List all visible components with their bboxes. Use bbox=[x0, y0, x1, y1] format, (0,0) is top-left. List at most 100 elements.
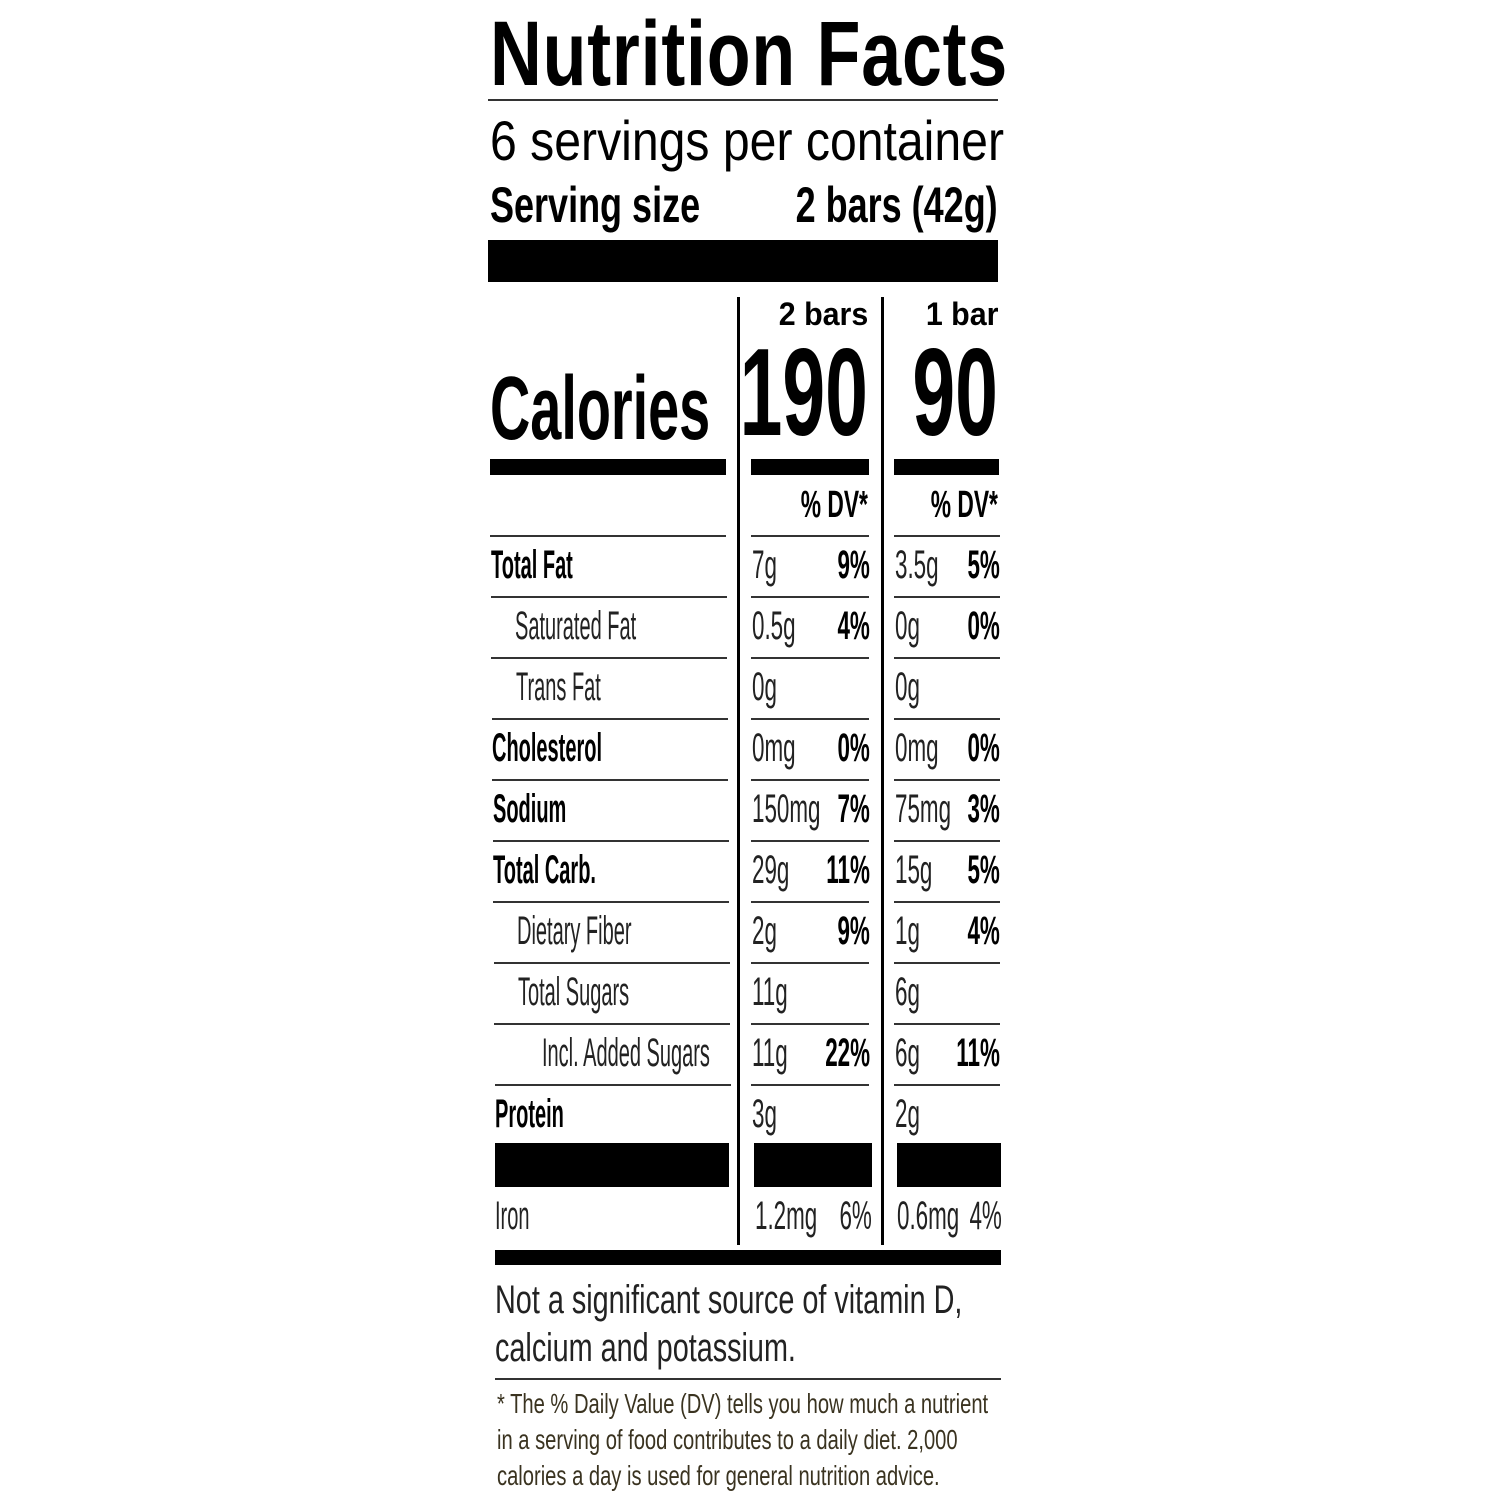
amount-1-bar: 1g bbox=[895, 909, 920, 953]
row-divider bbox=[894, 596, 1000, 598]
amount-1-bar: 0mg bbox=[895, 726, 939, 770]
amount-2-bars: 2g bbox=[752, 909, 777, 953]
row-divider bbox=[751, 840, 869, 842]
row-divider bbox=[751, 962, 869, 964]
dv-2-bars: 4% bbox=[837, 604, 870, 648]
amount-2-bars: 0.5g bbox=[752, 604, 796, 648]
dv-1-bar: 0% bbox=[967, 726, 1000, 770]
dv-2-bars: 0% bbox=[837, 726, 870, 770]
dv-2-bars: 9% bbox=[837, 909, 870, 953]
dv-1-bar: 11% bbox=[956, 1031, 1000, 1075]
row-divider bbox=[491, 657, 727, 659]
amount-2-bars: 11g bbox=[752, 1031, 788, 1075]
nutrient-name: Dietary Fiber bbox=[517, 909, 632, 953]
thick-divider bbox=[751, 459, 869, 475]
row-divider bbox=[751, 657, 869, 659]
row-divider bbox=[894, 1084, 1000, 1086]
row-divider bbox=[894, 901, 1000, 903]
amount-1-bar: 3.5g bbox=[895, 543, 939, 587]
thick-divider bbox=[897, 1143, 1001, 1187]
row-divider bbox=[894, 718, 1000, 720]
amount-1-bar: 0.6mg bbox=[897, 1194, 960, 1238]
row-divider bbox=[894, 657, 1000, 659]
amount-2-bars: 0g bbox=[752, 665, 777, 709]
row-divider bbox=[751, 1084, 869, 1086]
nutrient-name: Protein bbox=[494, 1092, 564, 1136]
thick-divider bbox=[495, 1250, 1001, 1265]
row-divider bbox=[492, 779, 728, 781]
row-divider bbox=[894, 535, 1000, 537]
column-divider bbox=[737, 297, 740, 1245]
dv-2-bars: 11% bbox=[826, 848, 870, 892]
dv-1-bar: 5% bbox=[967, 848, 1000, 892]
row-divider bbox=[494, 1084, 731, 1086]
nutrient-name: Trans Fat bbox=[515, 665, 601, 709]
amount-2-bars: 11g bbox=[752, 970, 788, 1014]
calories-label: Calories bbox=[490, 359, 711, 459]
row-divider bbox=[494, 1023, 730, 1025]
vitamin-name: Iron bbox=[495, 1194, 530, 1238]
row-divider bbox=[492, 840, 729, 842]
nutrient-name: Cholesterol bbox=[492, 726, 603, 770]
daily-value-footnote: * The % Daily Value (DV) tells you how m… bbox=[497, 1388, 989, 1491]
row-divider bbox=[751, 779, 869, 781]
row-divider bbox=[751, 718, 869, 720]
row-divider bbox=[751, 535, 869, 537]
nutrient-name: Total Sugars bbox=[517, 970, 629, 1014]
amount-2-bars: 7g bbox=[752, 543, 777, 587]
row-divider bbox=[751, 596, 869, 598]
thick-divider bbox=[495, 1143, 729, 1187]
thick-divider bbox=[894, 459, 999, 475]
row-divider bbox=[894, 840, 1000, 842]
dv-1-bar: 4% bbox=[969, 1194, 1002, 1238]
nutrient-name: Incl. Added Sugars bbox=[542, 1031, 711, 1075]
row-divider bbox=[493, 962, 730, 964]
dv-2-bars: 22% bbox=[825, 1031, 870, 1075]
amount-1-bar: 75mg bbox=[895, 787, 952, 831]
dv-2-bars: 7% bbox=[837, 787, 870, 831]
amount-2-bars: 150mg bbox=[752, 787, 821, 831]
row-divider bbox=[490, 535, 726, 537]
nutrient-name: Saturated Fat bbox=[515, 604, 637, 648]
row-divider bbox=[894, 962, 1000, 964]
servings-per-container: 6 servings per container bbox=[490, 109, 1004, 172]
thick-divider bbox=[488, 240, 998, 282]
row-divider bbox=[493, 901, 729, 903]
amount-2-bars: 29g bbox=[752, 848, 790, 892]
dv-header-1-bar: % DV* bbox=[930, 484, 998, 526]
thick-divider bbox=[754, 1143, 872, 1187]
row-divider bbox=[751, 1023, 869, 1025]
row-divider bbox=[894, 779, 1000, 781]
nutrient-name: Sodium bbox=[492, 787, 566, 831]
dv-1-bar: 0% bbox=[967, 604, 1000, 648]
column-header-1-bar: 1 bar bbox=[925, 296, 998, 332]
calories-1-bar: 90 bbox=[912, 324, 998, 462]
row-divider bbox=[491, 718, 728, 720]
amount-1-bar: 2g bbox=[895, 1092, 920, 1136]
calories-2-bars: 190 bbox=[739, 324, 868, 462]
divider bbox=[488, 99, 998, 101]
amount-2-bars: 0mg bbox=[752, 726, 796, 770]
dv-2-bars: 6% bbox=[839, 1194, 872, 1238]
dv-header-2-bars: % DV* bbox=[800, 484, 868, 526]
dv-1-bar: 4% bbox=[967, 909, 1000, 953]
serving-size-value: 2 bars (42g) bbox=[795, 177, 998, 233]
serving-size-label: Serving size bbox=[490, 177, 701, 233]
amount-2-bars: 3g bbox=[752, 1092, 777, 1136]
dv-1-bar: 5% bbox=[967, 543, 1000, 587]
amount-1-bar: 6g bbox=[895, 970, 920, 1014]
divider bbox=[495, 1378, 1001, 1380]
nutrient-name: Total Fat bbox=[491, 543, 573, 587]
amount-1-bar: 0g bbox=[895, 604, 920, 648]
dv-2-bars: 9% bbox=[837, 543, 870, 587]
label-title: Nutrition Facts bbox=[490, 3, 1009, 105]
column-divider bbox=[881, 297, 884, 1245]
not-significant-note: Not a significant source of vitamin D, c… bbox=[495, 1278, 963, 1370]
amount-2-bars: 1.2mg bbox=[755, 1194, 818, 1238]
row-divider bbox=[751, 901, 869, 903]
dv-1-bar: 3% bbox=[967, 787, 1000, 831]
amount-1-bar: 15g bbox=[895, 848, 933, 892]
amount-1-bar: 0g bbox=[895, 665, 920, 709]
amount-1-bar: 6g bbox=[895, 1031, 920, 1075]
row-divider bbox=[490, 596, 727, 598]
